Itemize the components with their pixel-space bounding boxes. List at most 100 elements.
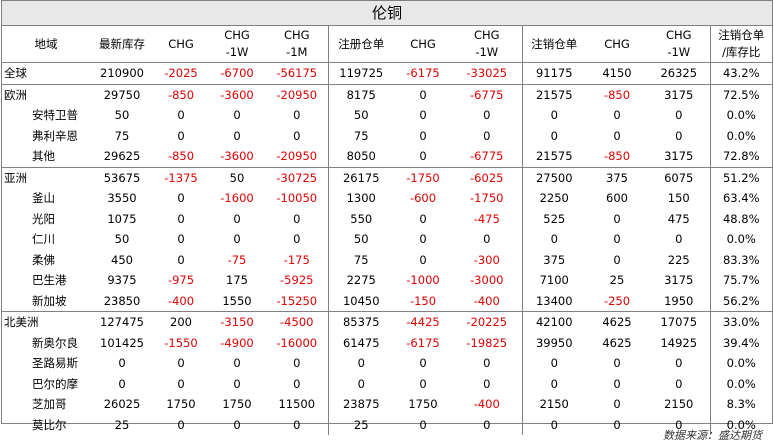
table-cell: -1600 xyxy=(220,191,254,206)
location-name: 仁川 xyxy=(32,232,55,247)
table-cell: 4150 xyxy=(602,66,632,81)
table-cell: 1550 xyxy=(222,293,252,308)
table-cell: -20950 xyxy=(276,149,318,164)
location-name: 芝加哥 xyxy=(32,397,67,412)
column-header: CHG -1W xyxy=(452,26,522,63)
location-name: 柔佛 xyxy=(32,252,55,267)
table-cell: -600 xyxy=(409,191,437,206)
table-cell: 0 xyxy=(118,376,126,391)
table-cell: 0 xyxy=(293,417,301,432)
table-cell: 11500 xyxy=(278,397,316,412)
table-cell: 51.2% xyxy=(709,166,772,188)
table-cell: 75 xyxy=(327,249,394,270)
table-cell: 4625 xyxy=(586,311,648,333)
table-cell: 26325 xyxy=(660,66,698,81)
sheet-title: 伦铜 xyxy=(2,1,772,26)
table-row: 釜山 3550 0 -1600 -10050 1300 -600 -1750 2250 600 15… xyxy=(2,188,772,209)
location-name: 莫比尔 xyxy=(32,417,67,432)
table-cell: 3175 xyxy=(664,149,694,164)
table-row: 其他 29625 -850 -3600 -20950 8050 0 -6775 21575 -85… xyxy=(2,146,772,167)
location-name: 圣路易斯 xyxy=(32,356,78,371)
table-row: 新奥尔良 101425 -1550 -4900 -16000 61475 -6175 -198… xyxy=(2,332,772,353)
table-cell: 0 xyxy=(293,356,301,371)
table-cell: 9375 xyxy=(107,273,137,288)
table-cell: 3175 xyxy=(664,273,694,288)
table-cell: 0.0% xyxy=(709,414,772,435)
table-cell: 0 xyxy=(521,373,586,394)
table-cell: 0 xyxy=(177,191,185,206)
table-cell: 0 xyxy=(483,128,491,143)
table-cell: 8175 xyxy=(327,83,394,105)
column-header-line: 最新库存 xyxy=(99,36,145,51)
table-cell: 25 xyxy=(327,414,394,435)
location-name: 巴尔的摩 xyxy=(32,376,78,391)
table-cell: 29625 xyxy=(103,149,141,164)
table-cell: 0 xyxy=(394,83,452,105)
table-cell: 525 xyxy=(521,208,586,229)
table-cell: 0 xyxy=(613,128,621,143)
table-cell: 450 xyxy=(111,252,133,267)
table-cell: -850 xyxy=(586,83,648,105)
table-row: 全球 210900 -2025 -6700 -56175 119725 -6175 -3302… xyxy=(2,62,772,84)
table-cell: 0 xyxy=(675,232,683,247)
table-cell: -250 xyxy=(603,293,631,308)
table-cell: -19825 xyxy=(466,335,508,350)
table-cell: 1075 xyxy=(107,211,137,226)
table-cell: 0 xyxy=(177,376,185,391)
table-cell: 3550 xyxy=(107,191,137,206)
table-cell: 48.8% xyxy=(709,208,772,229)
region-name: 全球 xyxy=(4,66,27,81)
table-cell: 0 xyxy=(521,353,586,374)
column-header: CHG -1M xyxy=(266,26,328,63)
table-cell: 3175 xyxy=(648,83,710,105)
location-name: 新加坡 xyxy=(32,293,67,308)
table-cell: -400 xyxy=(473,293,500,308)
table-cell: 0.0% xyxy=(709,353,772,374)
table-cell: -16000 xyxy=(276,335,318,350)
table-cell: 23875 xyxy=(327,394,394,415)
table-cell: 0.0% xyxy=(709,125,772,146)
table-cell: 0 xyxy=(233,211,241,226)
column-header-line: CHG xyxy=(665,28,692,42)
table-cell: 375 xyxy=(521,249,586,270)
table-cell: 0 xyxy=(521,125,586,146)
table-row: 柔佛 450 0 -75 -175 75 0 -300 375 0 225 83.3% xyxy=(2,249,772,270)
table-row: 巴尔的摩 0 0 0 0 0 0 0 0 0 0 0.0% xyxy=(2,373,772,394)
table-cell: 1750 xyxy=(166,397,196,412)
table-cell: -3600 xyxy=(220,149,254,164)
table-cell: -6775 xyxy=(452,83,522,105)
table-cell: -30725 xyxy=(266,166,328,188)
table-cell: 1750 xyxy=(408,397,438,412)
column-header-line: 注销仓单 xyxy=(531,36,578,51)
column-header: CHG xyxy=(394,26,452,63)
table-cell: 0 xyxy=(293,211,301,226)
table-cell: -3000 xyxy=(470,273,504,288)
table-cell: 23850 xyxy=(103,293,141,308)
table-cell: 4625 xyxy=(602,335,632,350)
table-row: 巴生港 9375 -975 175 -5925 2275 -1000 -3000 7100 25 3… xyxy=(2,270,772,291)
table-cell: 0 xyxy=(419,149,427,164)
table-cell: -6175 xyxy=(406,335,440,350)
table-cell: 0 xyxy=(177,232,185,247)
table-cell: 0 xyxy=(177,356,185,371)
table-cell: 101425 xyxy=(100,335,144,350)
table-cell: -1750 xyxy=(394,166,452,188)
table-row: 安特卫普 50 0 0 0 50 0 0 0 0 0 0.0% xyxy=(2,105,772,126)
table-cell: -4425 xyxy=(394,311,452,333)
region-name: 欧洲 xyxy=(2,83,90,105)
table-cell: 0 xyxy=(613,252,621,267)
table-cell: 0 xyxy=(419,108,427,123)
table-cell: 0 xyxy=(233,108,241,123)
table-cell: 50 xyxy=(327,229,394,250)
column-header-line: CHG xyxy=(473,28,500,42)
table-cell: 26025 xyxy=(103,397,141,412)
table-cell: 0.0% xyxy=(709,105,772,126)
column-header-line: /库存比 xyxy=(722,45,761,59)
table-cell: 1950 xyxy=(664,293,694,308)
table-cell: 61475 xyxy=(327,332,394,353)
column-header: CHG xyxy=(154,26,208,63)
table-cell: 0 xyxy=(293,376,301,391)
table-cell: 0 xyxy=(613,211,621,226)
table-cell: -400 xyxy=(473,397,500,412)
table-cell: 1750 xyxy=(222,397,252,412)
